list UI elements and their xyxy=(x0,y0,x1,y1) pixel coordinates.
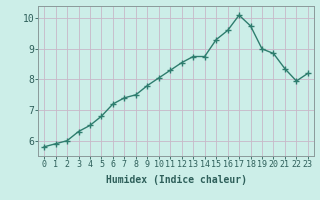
X-axis label: Humidex (Indice chaleur): Humidex (Indice chaleur) xyxy=(106,175,246,185)
